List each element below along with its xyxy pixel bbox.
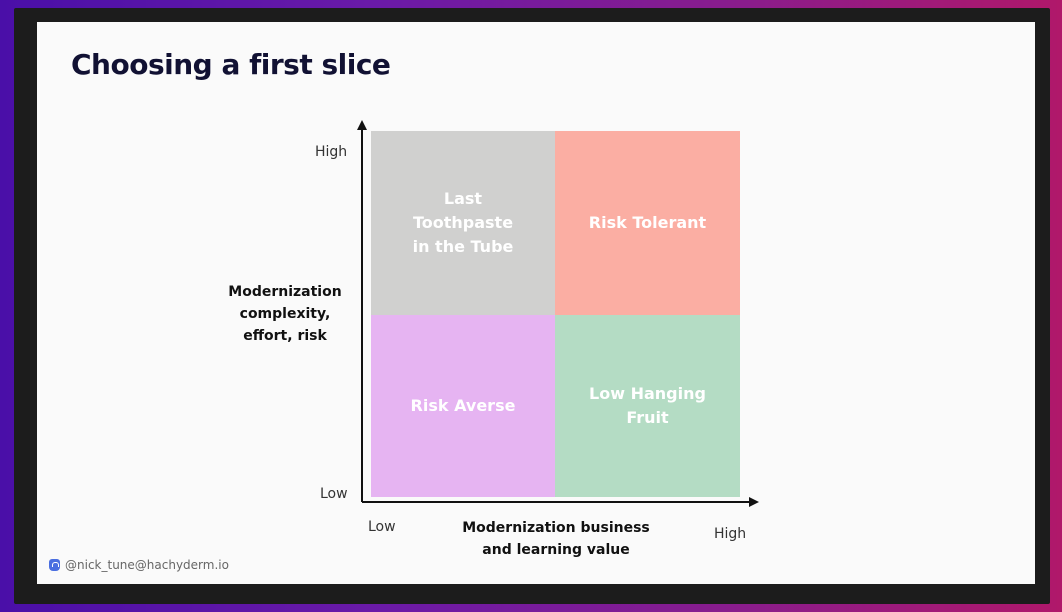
- footer: @nick_tune@hachyderm.io: [49, 558, 229, 572]
- x-axis-high-label: High: [714, 526, 747, 542]
- y-axis-title: Modernization complexity, effort, risk: [228, 284, 342, 344]
- axes: [357, 120, 759, 507]
- quadrant-label: Risk Tolerant: [588, 213, 707, 232]
- x-axis-low-label: Low: [368, 519, 396, 535]
- y-axis-arrow: [357, 120, 367, 130]
- footer-handle: @nick_tune@hachyderm.io: [65, 558, 229, 572]
- y-axis-high-label: High: [315, 144, 348, 160]
- quadrant-label: Low Hanging Fruit: [589, 384, 706, 427]
- y-axis-low-label: Low: [320, 486, 348, 502]
- slide: Choosing a first slice Last Toothpaste i…: [37, 22, 1035, 584]
- quadrant-low-hanging-fruit: Low Hanging Fruit: [555, 315, 740, 497]
- x-axis-arrow: [749, 497, 759, 507]
- mastodon-icon: [49, 559, 60, 571]
- quadrant-risk-tolerant: Risk Tolerant: [555, 131, 740, 315]
- quadrant-label: Last Toothpaste in the Tube: [412, 189, 514, 256]
- x-axis-title: Modernization business and learning valu…: [462, 520, 650, 558]
- quadrant-label: Risk Averse: [410, 396, 516, 415]
- quadrant-last-toothpaste: Last Toothpaste in the Tube: [371, 131, 555, 315]
- slide-title: Choosing a first slice: [71, 48, 391, 81]
- quadrant-risk-averse: Risk Averse: [371, 315, 555, 497]
